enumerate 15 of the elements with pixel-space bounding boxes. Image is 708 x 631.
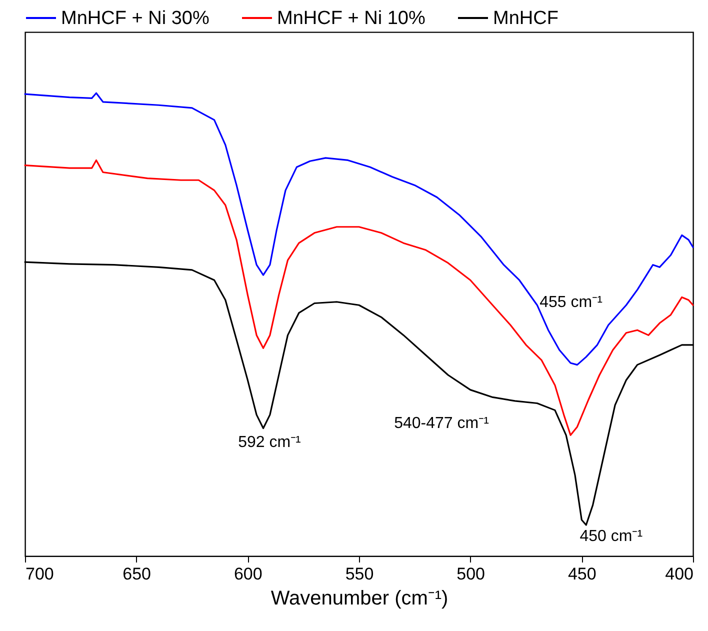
legend-label: MnHCF + Ni 10% — [277, 8, 426, 29]
legend-label: MnHCF + Ni 30% — [61, 8, 210, 29]
annotation: 540-477 cm⁻¹ — [394, 414, 489, 432]
x-tick-label: 450 — [568, 564, 596, 584]
annotation: 592 cm⁻¹ — [238, 434, 301, 452]
legend-label: MnHCF — [493, 8, 558, 29]
x-tick-label: 550 — [345, 564, 374, 584]
annotation: 455 cm⁻¹ — [540, 294, 602, 311]
x-tick-label: 650 — [122, 564, 152, 584]
x-axis-title: Wavenumber (cm⁻¹) — [270, 588, 448, 610]
x-tick-label: 700 — [26, 564, 54, 584]
x-tick-label: 500 — [456, 564, 486, 584]
x-tick-label: 600 — [234, 564, 262, 584]
annotation: 450 cm⁻¹ — [580, 528, 643, 545]
x-tick-label: 400 — [665, 564, 694, 584]
